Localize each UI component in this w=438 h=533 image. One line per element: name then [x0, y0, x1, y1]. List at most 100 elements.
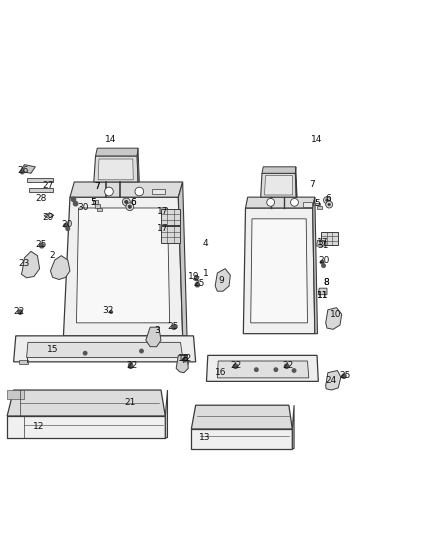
Circle shape [327, 203, 330, 206]
Text: 25: 25 [193, 279, 204, 288]
Polygon shape [292, 405, 293, 449]
Polygon shape [250, 219, 307, 323]
Text: 23: 23 [18, 259, 29, 268]
Circle shape [134, 187, 143, 196]
Text: 22: 22 [180, 354, 191, 363]
Polygon shape [191, 429, 292, 449]
Circle shape [83, 351, 87, 355]
Text: 8: 8 [323, 278, 328, 287]
Bar [92, 200, 98, 204]
Text: 25: 25 [339, 371, 350, 380]
Polygon shape [94, 156, 138, 182]
Bar [317, 206, 321, 209]
Text: 32: 32 [102, 306, 113, 315]
Text: 22: 22 [126, 361, 137, 370]
Text: 17: 17 [156, 207, 168, 216]
Text: 19: 19 [188, 272, 199, 281]
Bar [314, 203, 319, 205]
Polygon shape [165, 390, 167, 438]
Polygon shape [137, 148, 139, 182]
Circle shape [128, 364, 133, 368]
Text: 11: 11 [316, 292, 328, 301]
Bar [95, 204, 99, 207]
Text: 31: 31 [316, 241, 328, 250]
Polygon shape [321, 232, 337, 245]
Circle shape [64, 223, 67, 227]
Polygon shape [7, 390, 165, 416]
Circle shape [320, 261, 323, 264]
Circle shape [182, 358, 187, 362]
Polygon shape [245, 197, 314, 208]
Polygon shape [145, 327, 161, 346]
Circle shape [321, 264, 325, 268]
Text: 26: 26 [17, 166, 28, 175]
Text: 5: 5 [90, 198, 95, 207]
Text: 4: 4 [202, 239, 208, 248]
Polygon shape [161, 226, 180, 243]
Polygon shape [176, 356, 188, 373]
Circle shape [284, 364, 288, 368]
Text: 6: 6 [131, 198, 136, 207]
Text: 14: 14 [310, 135, 321, 144]
Circle shape [273, 368, 277, 372]
Circle shape [139, 349, 143, 353]
Polygon shape [318, 288, 326, 295]
Text: 7: 7 [94, 182, 100, 191]
Polygon shape [325, 370, 340, 390]
Polygon shape [21, 252, 39, 278]
Circle shape [21, 170, 24, 174]
Text: 25: 25 [166, 322, 178, 331]
Text: 25: 25 [35, 240, 46, 249]
Text: 27: 27 [42, 181, 54, 190]
Polygon shape [70, 182, 182, 197]
Polygon shape [29, 188, 53, 192]
Circle shape [129, 363, 132, 366]
Text: 9: 9 [217, 276, 223, 285]
Polygon shape [161, 209, 180, 225]
Text: 15: 15 [47, 345, 58, 354]
Polygon shape [19, 360, 28, 364]
Text: 6: 6 [324, 195, 330, 204]
Text: 3: 3 [154, 326, 159, 335]
Polygon shape [64, 197, 182, 336]
Circle shape [233, 364, 237, 368]
Polygon shape [20, 165, 35, 173]
Polygon shape [302, 203, 311, 207]
Circle shape [124, 200, 128, 204]
Text: 14: 14 [104, 135, 116, 144]
Circle shape [290, 198, 298, 206]
Polygon shape [191, 405, 292, 429]
Polygon shape [260, 173, 296, 197]
Polygon shape [98, 159, 133, 180]
Text: 5: 5 [314, 199, 320, 208]
Circle shape [122, 198, 130, 206]
Polygon shape [206, 356, 318, 382]
Text: 2: 2 [49, 251, 55, 260]
Text: 17: 17 [316, 238, 327, 247]
Text: 11: 11 [316, 292, 328, 301]
Circle shape [292, 369, 295, 372]
Polygon shape [261, 167, 295, 173]
Text: 30: 30 [77, 203, 88, 212]
Circle shape [104, 187, 113, 196]
Circle shape [128, 205, 131, 208]
Text: 6: 6 [131, 198, 136, 207]
Polygon shape [50, 256, 70, 279]
Text: 18: 18 [178, 354, 189, 364]
Polygon shape [215, 269, 230, 291]
Polygon shape [316, 240, 324, 246]
Polygon shape [44, 213, 54, 219]
Text: 5: 5 [90, 198, 95, 207]
Polygon shape [27, 342, 182, 358]
Text: 21: 21 [124, 398, 135, 407]
Text: 24: 24 [325, 376, 336, 385]
Polygon shape [325, 308, 341, 329]
Text: 17: 17 [156, 224, 168, 233]
Polygon shape [193, 275, 199, 281]
Bar [97, 208, 102, 212]
Circle shape [254, 368, 258, 372]
Circle shape [325, 201, 332, 208]
Text: 10: 10 [329, 310, 341, 319]
Polygon shape [179, 360, 188, 364]
Circle shape [195, 282, 199, 287]
